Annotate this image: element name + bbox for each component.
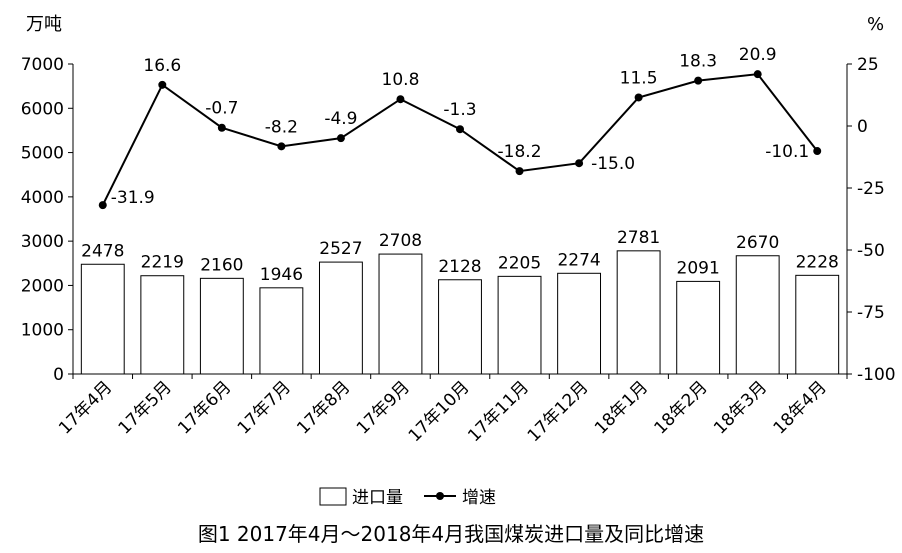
bar — [735, 255, 780, 375]
growth-point — [694, 76, 703, 85]
legend-line-marker — [436, 492, 444, 500]
bar — [676, 280, 721, 375]
x-tick-label: 18年3月 — [710, 377, 771, 438]
right-axis-unit: % — [867, 14, 884, 35]
growth-point — [813, 147, 822, 156]
bar — [140, 275, 185, 375]
growth-point — [396, 95, 405, 104]
x-tick-label: 17年6月 — [174, 377, 235, 438]
growth-value-label: -4.9 — [324, 109, 357, 129]
bar-value-label: 2128 — [438, 257, 481, 277]
x-tick-label: 17年10月 — [405, 377, 474, 446]
growth-value-label: 11.5 — [620, 68, 658, 88]
legend: 进口量 增速 — [319, 487, 496, 508]
bar — [80, 263, 125, 375]
bar-value-label: 2160 — [200, 255, 243, 275]
x-tick-label: 17年8月 — [293, 377, 354, 438]
legend-bar-swatch — [319, 487, 347, 506]
growth-value-label: -15.0 — [591, 154, 635, 174]
bar — [378, 253, 423, 375]
bar — [259, 287, 304, 375]
growth-value-label: 20.9 — [739, 45, 777, 65]
x-tick-label: 17年7月 — [234, 377, 295, 438]
bar-value-label: 2274 — [557, 250, 600, 270]
bar-value-label: 2219 — [141, 253, 184, 273]
left-tick-label: 3000 — [21, 232, 64, 252]
growth-point — [753, 70, 762, 79]
growth-point — [634, 93, 643, 102]
right-tick-label: -100 — [857, 365, 896, 385]
bar — [318, 261, 363, 375]
line-series — [98, 70, 822, 210]
x-tick-label: 18年2月 — [651, 377, 712, 438]
legend-line-label: 增速 — [462, 488, 496, 508]
bar — [497, 275, 542, 375]
growth-point — [217, 123, 226, 132]
bar-value-label: 2781 — [617, 228, 660, 248]
bar — [438, 279, 482, 375]
growth-point — [575, 159, 584, 168]
left-tick-label: 7000 — [21, 55, 64, 75]
right-tick-label: -75 — [857, 303, 885, 323]
growth-line — [101, 73, 819, 206]
right-tick-label: 0 — [857, 117, 868, 137]
bar — [616, 250, 661, 375]
growth-value-label: -31.9 — [111, 188, 155, 208]
growth-value-label: 18.3 — [679, 52, 717, 72]
bar-value-label: 2205 — [498, 253, 541, 273]
bar-value-label: 2091 — [677, 258, 720, 278]
right-tick-label: 25 — [857, 55, 879, 75]
growth-point — [98, 201, 107, 210]
growth-value-label: 10.8 — [382, 70, 420, 90]
growth-point — [277, 142, 286, 151]
bar — [199, 277, 244, 375]
right-tick-label: -50 — [857, 241, 885, 261]
legend-bar-label: 进口量 — [352, 488, 403, 508]
chart-caption: 图1 2017年4月～2018年4月我国煤炭进口量及同比增速 — [198, 522, 704, 546]
x-tick-label: 17年5月 — [115, 377, 176, 438]
x-tick-label: 18年1月 — [591, 377, 652, 438]
x-tick-label: 17年9月 — [353, 377, 414, 438]
bar-value-label: 2478 — [81, 241, 124, 261]
growth-value-label: -18.2 — [498, 142, 542, 162]
bar-value-label: 2527 — [319, 239, 362, 259]
bar-value-label: 2228 — [796, 252, 839, 272]
left-tick-label: 2000 — [21, 276, 64, 296]
growth-point — [515, 167, 524, 176]
left-tick-label: 4000 — [21, 188, 64, 208]
left-tick-label: 1000 — [21, 321, 64, 341]
left-tick-label: 6000 — [21, 99, 64, 119]
bar — [795, 274, 840, 375]
growth-point — [456, 125, 464, 134]
growth-value-label: -10.1 — [765, 142, 809, 162]
growth-point — [158, 80, 167, 89]
x-tick-label: 17年12月 — [524, 377, 593, 446]
bar-value-label: 2670 — [736, 233, 779, 253]
left-axis-unit: 万吨 — [26, 14, 62, 35]
bars — [80, 250, 840, 375]
growth-value-label: 16.6 — [143, 56, 181, 76]
x-tick-label: 18年4月 — [770, 377, 831, 438]
bar-value-label: 2708 — [379, 231, 422, 251]
bar-value-label: 1946 — [260, 265, 303, 285]
data-labels: 2478 2219 2160 1946 2527 2708 2128 2205 2274 2781… — [81, 45, 839, 285]
left-tick-label: 5000 — [21, 144, 64, 164]
left-tick-label: 0 — [53, 365, 64, 385]
growth-point — [336, 134, 345, 143]
right-tick-label: -25 — [857, 179, 885, 199]
growth-value-label: -8.2 — [265, 117, 298, 137]
x-tick-label: 17年11月 — [464, 377, 533, 446]
growth-value-label: -0.7 — [205, 99, 238, 119]
growth-value-label: -1.3 — [443, 100, 476, 120]
x-tick-label: 17年4月 — [55, 377, 116, 438]
bar — [557, 272, 602, 375]
